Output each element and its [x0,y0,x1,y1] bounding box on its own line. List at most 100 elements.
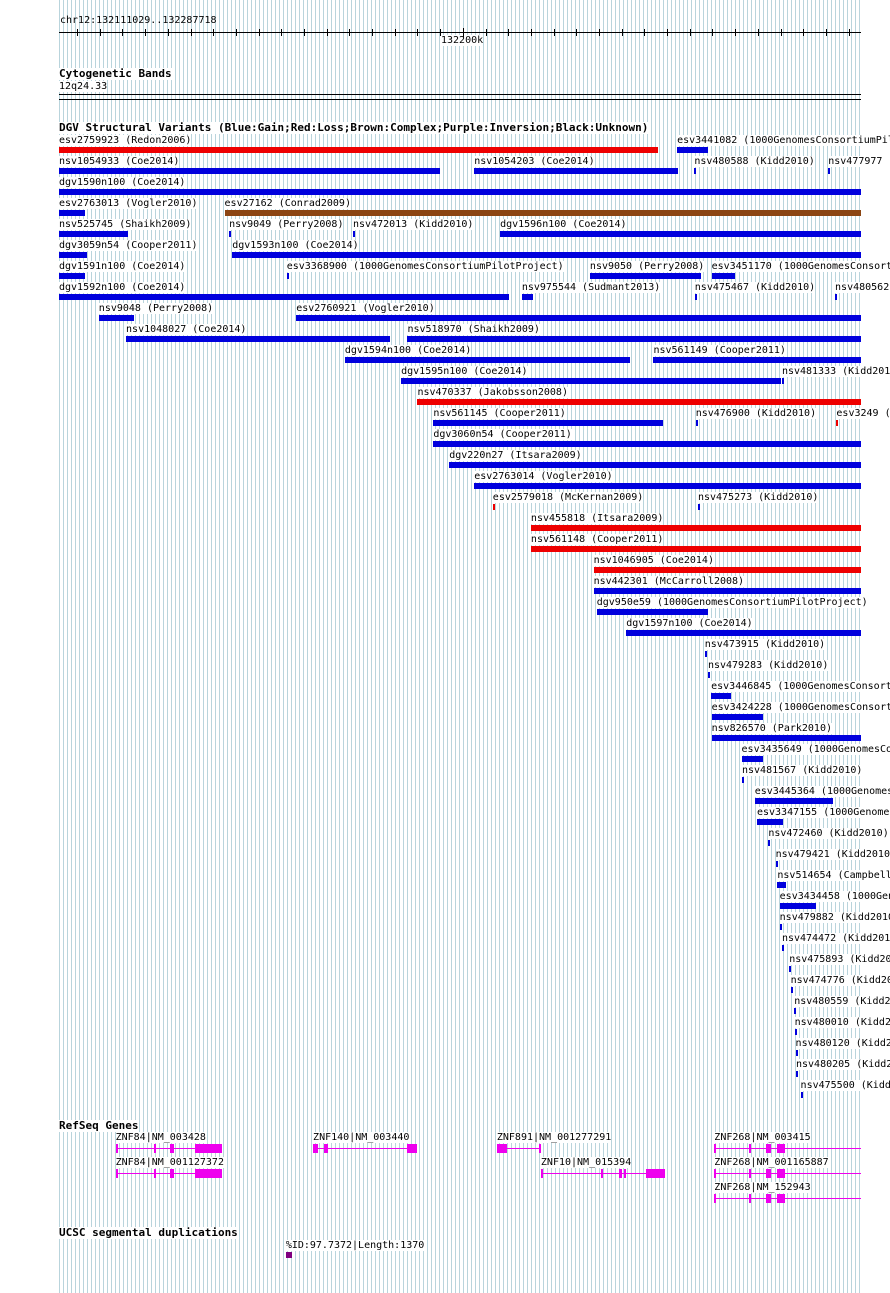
refseq-gene-label: ZNF891|NM_001277291 [496,1132,612,1143]
dgv-variant-mark [694,168,697,174]
dgv-variant-bar [754,798,833,804]
ruler-tick [394,29,396,36]
dgv-variant-bar [711,693,731,699]
dgv-variant-bar [589,273,702,279]
ruler-tick [77,29,79,36]
refseq-gene-exon [748,1144,751,1153]
dgv-variant-label: esv3451170 (1000GenomesConsortiumPilotPr… [711,261,890,272]
ruler-tick [281,29,283,36]
dgv-variant-label: dgv1593n100 (Coe2014) [232,240,359,251]
refseq-gene-exon [115,1169,118,1178]
dgv-variant-label: nsv480010 (Kidd2010) [794,1017,890,1028]
dgv-variant-label: dgv950e59 (1000GenomesConsortiumPilotPro… [596,597,868,608]
dgv-variant-label: dgv1597n100 (Coe2014) [626,618,753,629]
refseq-gene-exon [540,1169,543,1178]
dgv-variant-label: nsv514654 (Campbell2011) [777,870,890,881]
dgv-variant-bar [224,210,861,216]
ruler-tick [303,29,305,36]
dgv-variant-label: dgv1594n100 (Coe2014) [344,345,472,356]
dgv-variant-bar [593,588,861,594]
cyto-band-top-line [59,94,861,95]
refseq-gene-intron [714,1198,861,1199]
dgv-variant-mark [286,273,289,279]
dgv-variant-mark [229,231,232,237]
dgv-variant-label: nsv1046905 (Coe2014) [593,555,714,566]
dgv-variant-mark [695,420,698,426]
dgv-variant-label: dgv220n27 (Itsara2009) [449,450,582,461]
refseq-gene-exon [538,1144,541,1153]
ruler-tick [349,29,351,36]
dgv-variant-label: nsv475273 (Kidd2010) [697,492,819,503]
dgv-variant-label: nsv442301 (McCarroll2008) [593,576,745,587]
cyto-title: Cytogenetic Bands [59,67,172,80]
dgv-variant-label: nsv480588 (Kidd2010) [694,156,815,167]
ruler-tick [167,29,169,36]
dgv-variant-bar [59,231,128,237]
refseq-gene-exon [170,1169,174,1178]
refseq-gene-exon [619,1169,622,1178]
dgv-variant-label: nsv1054203 (Coe2014) [474,156,595,167]
dgv-variant-mark [796,1071,798,1077]
refseq-gene-exon [324,1144,328,1153]
ruler-tick [326,29,328,36]
dgv-variant-bar [779,903,816,909]
dgv-variant-bar [777,882,787,888]
refseq-gene-exon [714,1194,717,1203]
ruler-tick [644,29,646,36]
ruler-tick [530,29,532,36]
dgv-variant-bar [59,252,87,258]
ruler-tick [462,28,464,37]
ruler-tick [99,29,101,36]
refseq-gene-exon [624,1169,627,1178]
refseq-gene-exon [748,1169,751,1178]
dgv-variant-label: esv27162 (Conrad2009) [224,198,351,209]
ruler-tick [599,29,600,36]
dgv-variant-label: nsv474776 (Kidd2010) [790,975,890,986]
dgv-variant-label: nsv481333 (Kidd2010) [781,366,890,377]
refseq-gene-exon [601,1169,604,1178]
dgv-variant-label: nsv475467 (Kidd2010) [694,282,816,293]
segdup-item-bar [285,1252,293,1258]
dgv-variant-label: dgv1596n100 (Coe2014) [500,219,627,230]
dgv-variant-mark [492,504,495,510]
refseq-gene-label: ZNF268|NM_152943 [714,1182,811,1193]
refseq-gene-label: ZNF84|NM_001127372 [115,1157,224,1168]
dgv-variant-mark [779,924,782,930]
dgv-variant-label: dgv3060n54 (Cooper2011) [433,429,572,440]
refseq-gene-exon [766,1169,772,1178]
dgv-variant-bar [741,756,764,762]
ruler-tick [848,29,850,36]
dgv-variant-mark [794,1008,797,1014]
dgv-variant-mark [704,651,707,657]
dgv-variant-bar [711,735,861,741]
dgv-variant-bar [521,294,534,300]
dgv-variant-bar [530,546,861,552]
dgv-variant-mark [741,777,744,783]
ruler-tick [667,29,669,36]
cyto-band-label: 12q24.33 [59,81,108,92]
dgv-variant-bar [232,252,861,258]
dgv-variant-bar [59,273,86,279]
ruler-tick [235,29,237,36]
dgv-variant-bar [756,819,784,825]
dgv-variant-label: nsv561148 (Cooper2011) [530,534,664,545]
dgv-variant-bar [296,315,861,321]
dgv-variant-label: nsv826570 (Park2010) [711,723,832,734]
dgv-variant-mark [836,420,839,426]
refseq-gene-exon [154,1144,157,1153]
dgv-variant-bar [417,399,861,405]
segdup-track-title: UCSC segmental duplications [59,1226,238,1239]
ruler-tick [825,29,827,36]
ruler-tick [621,29,623,36]
dgv-variant-label: nsv9050 (Perry2008) [589,261,705,272]
refseq-gene-label: ZNF140|NM_003440 [313,1132,410,1143]
dgv-variant-label: nsv472013 (Kidd2010) [352,219,474,230]
dgv-variant-bar [344,357,630,363]
dgv-variant-bar [59,210,86,216]
dgv-variant-label: dgv1590n100 (Coe2014) [59,177,186,188]
refseq-gene-exon [406,1144,418,1153]
dgv-variant-mark [800,1092,803,1098]
dgv-variant-label: esv2759923 (Redon2006) [59,135,192,146]
dgv-track-title: DGV Structural Variants (Blue:Gain;Red:L… [59,121,649,134]
